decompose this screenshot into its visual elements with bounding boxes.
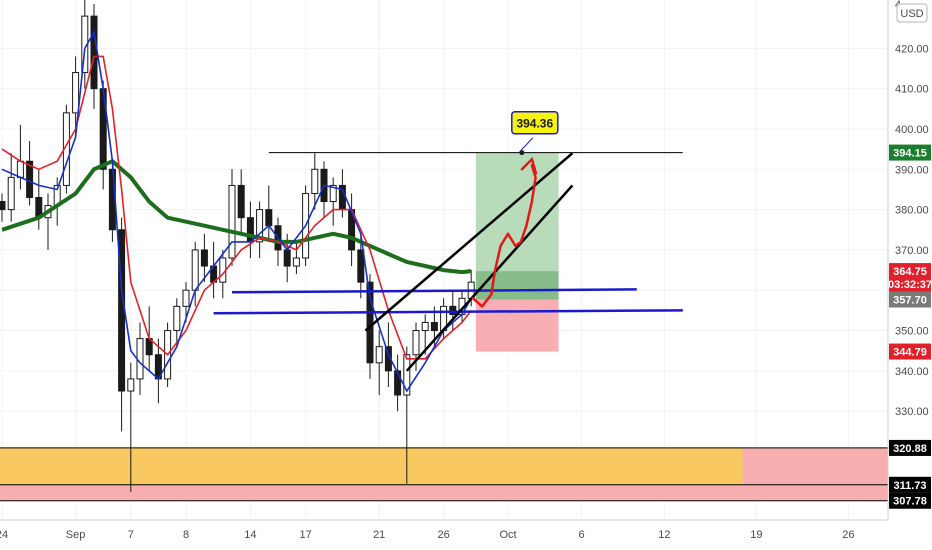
candle-bullish (421, 321, 429, 332)
y-tick-label: 420.00 (895, 43, 929, 55)
y-tick-label: 410.00 (895, 84, 929, 96)
x-tick-label: 8 (183, 529, 189, 541)
support-zone-lower-band (0, 484, 888, 501)
candle-bullish (256, 209, 264, 243)
candle-bullish (228, 184, 236, 259)
y-tick-label: 390.00 (895, 164, 929, 176)
candle-bearish (384, 346, 392, 372)
price-tag-bg (889, 343, 931, 360)
candle-bullish (16, 160, 24, 178)
callout-label: 394.36 (516, 117, 553, 131)
price-tag-label: 311.73 (893, 480, 926, 492)
candle-bullish (412, 330, 420, 356)
drawings-layer: 394.36 (213, 110, 683, 372)
price-tag-bg (889, 144, 931, 161)
y-tick-label: 370.00 (895, 245, 929, 257)
long-position-profit-zone (475, 152, 559, 272)
x-tick-label: 12 (658, 529, 670, 541)
callout-box (511, 110, 559, 135)
price-tag-bg (889, 476, 931, 493)
candle-bearish (357, 249, 365, 283)
y-tick-label: 400.00 (895, 124, 929, 136)
candle-bearish (265, 209, 273, 227)
channel-upper-line (364, 152, 574, 332)
x-tick-label: 26 (842, 529, 854, 541)
y-tick-label: 330.00 (895, 406, 929, 418)
price-tag-label: 307.78 (893, 496, 927, 508)
price-axis[interactable]: 4330.00340.00350.00360.00370.00380.00390… (895, 0, 929, 418)
price-tag-label: 357.70 (893, 295, 927, 307)
y-tick-label: 350.00 (895, 326, 929, 338)
x-tick-label: 21 (373, 529, 385, 541)
target-dot (519, 150, 525, 156)
x-tick-label: 26 (437, 529, 449, 541)
candle-bullish (375, 346, 383, 364)
currency-badge-box (896, 3, 928, 23)
candle-bullish (72, 72, 80, 114)
candle-bullish (191, 249, 199, 291)
price-tag-label: 344.79 (893, 347, 927, 359)
x-tick-label: 17 (299, 529, 311, 541)
candle-bullish (182, 289, 190, 307)
ma-slow-red (1, 55, 472, 360)
long-position-loss-zone (475, 299, 559, 352)
callout-leader (520, 137, 534, 151)
chart-grid (0, 0, 888, 520)
candle-bullish (7, 176, 15, 211)
currency-label: USD (900, 8, 923, 20)
candles-layer (0, 0, 475, 492)
support-zone-extension (742, 447, 888, 485)
candle-bearish (90, 15, 98, 90)
candle-bearish (237, 184, 245, 219)
x-tick-label: 14 (244, 529, 256, 541)
y-tick-label: 380.00 (895, 205, 929, 217)
x-tick-label: 7 (128, 529, 134, 541)
moving-averages-layer (1, 29, 472, 393)
x-tick-label: Sep (66, 529, 86, 541)
support-horizontal-line (231, 288, 637, 294)
candle-bearish (449, 305, 457, 315)
candle-bullish (292, 257, 300, 267)
price-tag-label: 320.88 (893, 443, 927, 455)
candle-bearish (430, 321, 438, 332)
support-horizontal-line (213, 309, 683, 315)
price-tag-label: 364.75 (893, 266, 927, 278)
price-tag-label: 394.15 (893, 148, 927, 160)
time-axis[interactable]: 24 Sep 7 8 14 17 21 26 Oct 6 12 19 26 (0, 519, 888, 541)
x-tick-label: 19 (750, 529, 762, 541)
x-tick-label: Oct (499, 529, 516, 541)
price-tag-bg (889, 263, 931, 280)
zones-layer (0, 152, 888, 502)
x-tick-label: 24 (0, 529, 8, 541)
channel-lower-line (405, 184, 574, 372)
price-tag-bg (889, 439, 931, 456)
candle-bearish (394, 370, 402, 396)
candle-bullish (403, 354, 411, 396)
projection-arrowhead (520, 156, 538, 175)
price-tag-bg (889, 276, 931, 293)
candle-bearish (200, 249, 208, 267)
candle-bullish (329, 184, 337, 203)
ma-fast-blue (1, 29, 472, 393)
x-tick-label: 6 (579, 529, 585, 541)
price-tag-bg (889, 492, 931, 509)
support-zone (0, 447, 743, 485)
projection-squiggle (471, 164, 537, 308)
candle-bearish (283, 249, 291, 267)
candle-bearish (0, 201, 6, 211)
y-tick-label: 340.00 (895, 366, 929, 378)
currency-badge[interactable]: USD (896, 3, 928, 23)
candle-bullish (311, 168, 319, 194)
candle-bullish (127, 378, 135, 392)
long-position-open-profit (475, 271, 559, 300)
price-tag-label: 03:32:37 (888, 279, 932, 291)
price-tag-bg (889, 291, 931, 308)
candle-bullish (173, 305, 181, 332)
